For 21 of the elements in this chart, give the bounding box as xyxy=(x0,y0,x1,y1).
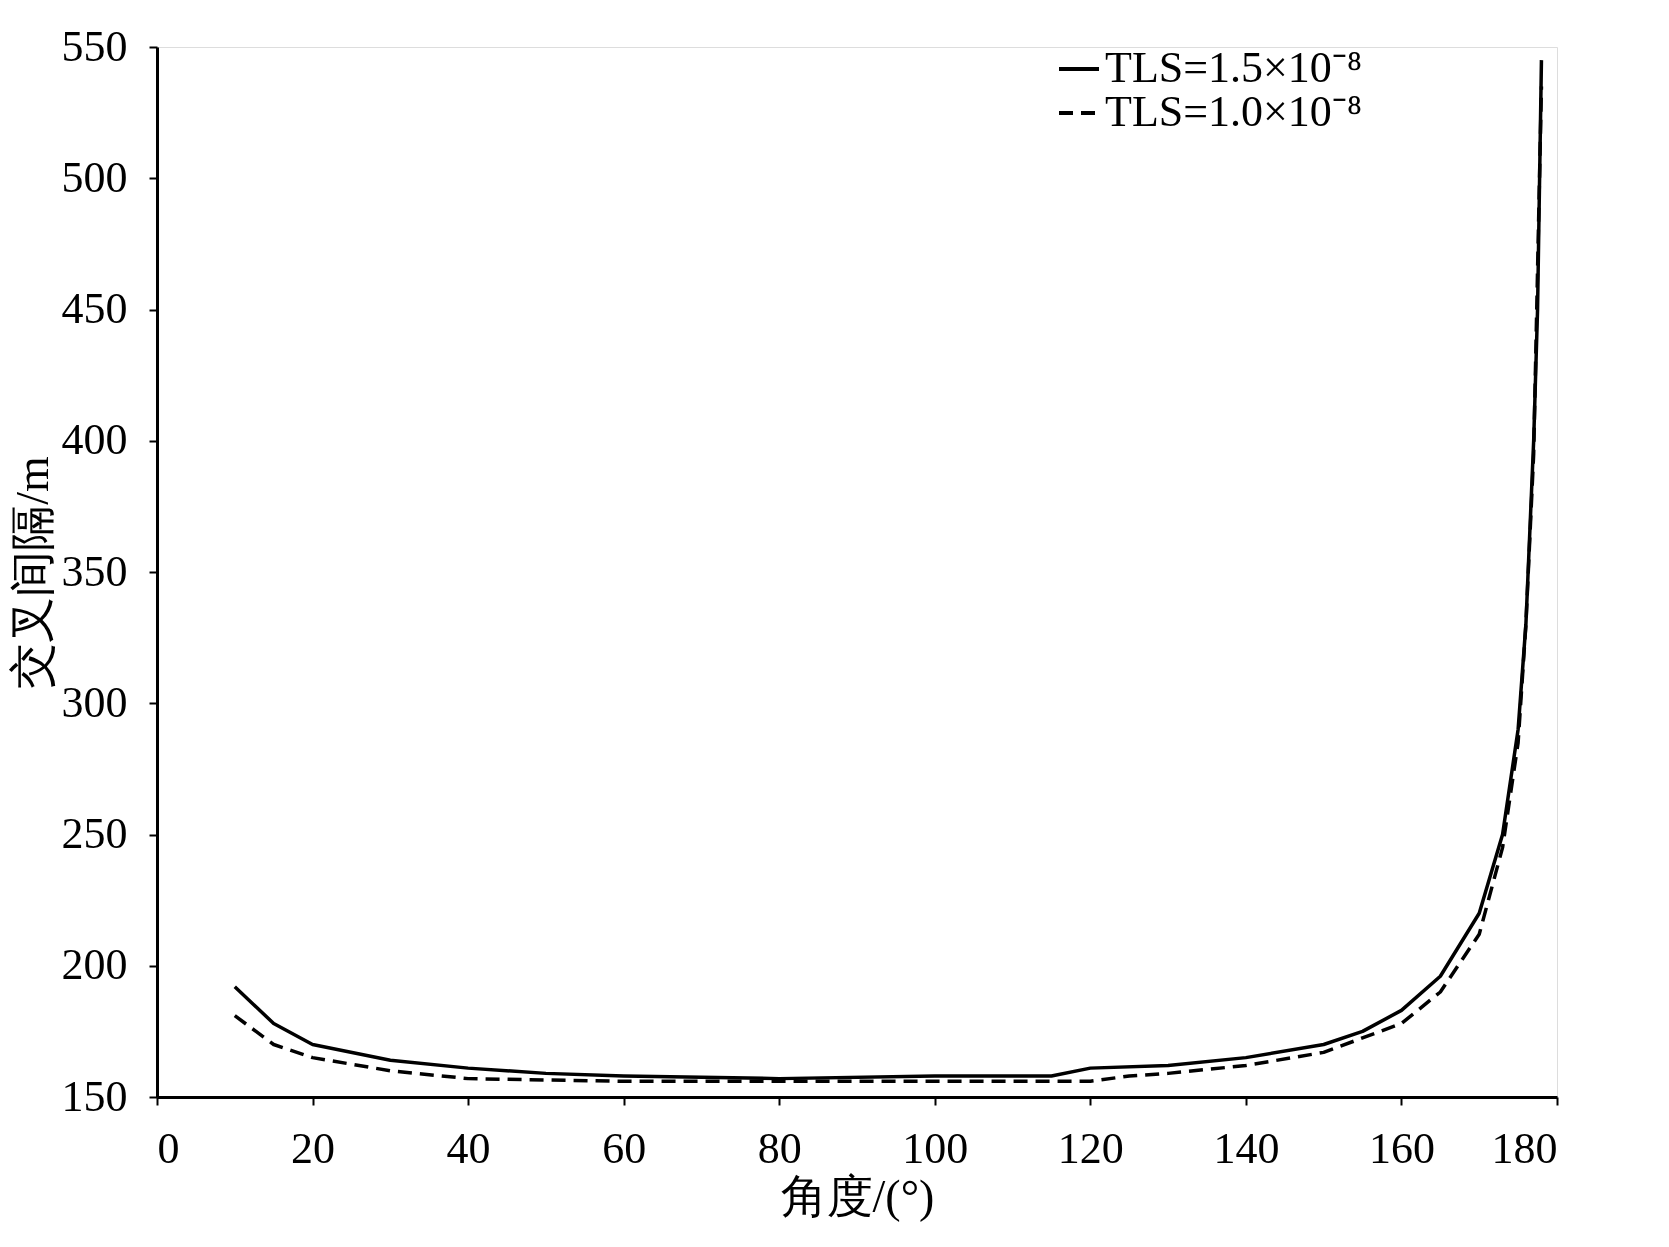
y-tick-label: 150 xyxy=(61,1071,128,1121)
x-tick-label: 140 xyxy=(1213,1123,1280,1173)
y-tick-label: 300 xyxy=(61,677,128,727)
x-tick-label: 60 xyxy=(602,1123,647,1173)
y-tick-label: 450 xyxy=(61,284,128,333)
y-tick-label: 200 xyxy=(61,940,128,990)
y-tick-label: 350 xyxy=(61,546,128,596)
x-tick-label: 20 xyxy=(291,1123,336,1173)
y-axis-title: 交叉间隔/m xyxy=(6,456,58,689)
x-tick-label: 120 xyxy=(1057,1123,1124,1173)
x-tick-label: 80 xyxy=(757,1123,802,1173)
x-tick-label: 180 xyxy=(1491,1123,1558,1173)
y-tick-label: 400 xyxy=(61,415,128,465)
x-tick-label: 160 xyxy=(1368,1123,1435,1173)
x-tick-label: 100 xyxy=(902,1123,969,1173)
x-tick-label: 40 xyxy=(446,1123,491,1173)
y-tick-label: 550 xyxy=(61,21,128,71)
y-tick-label: 250 xyxy=(61,809,128,858)
x-tick-label: 0 xyxy=(157,1123,180,1173)
y-tick-label: 500 xyxy=(61,152,128,202)
x-axis-title: 角度/(°) xyxy=(780,1170,935,1222)
